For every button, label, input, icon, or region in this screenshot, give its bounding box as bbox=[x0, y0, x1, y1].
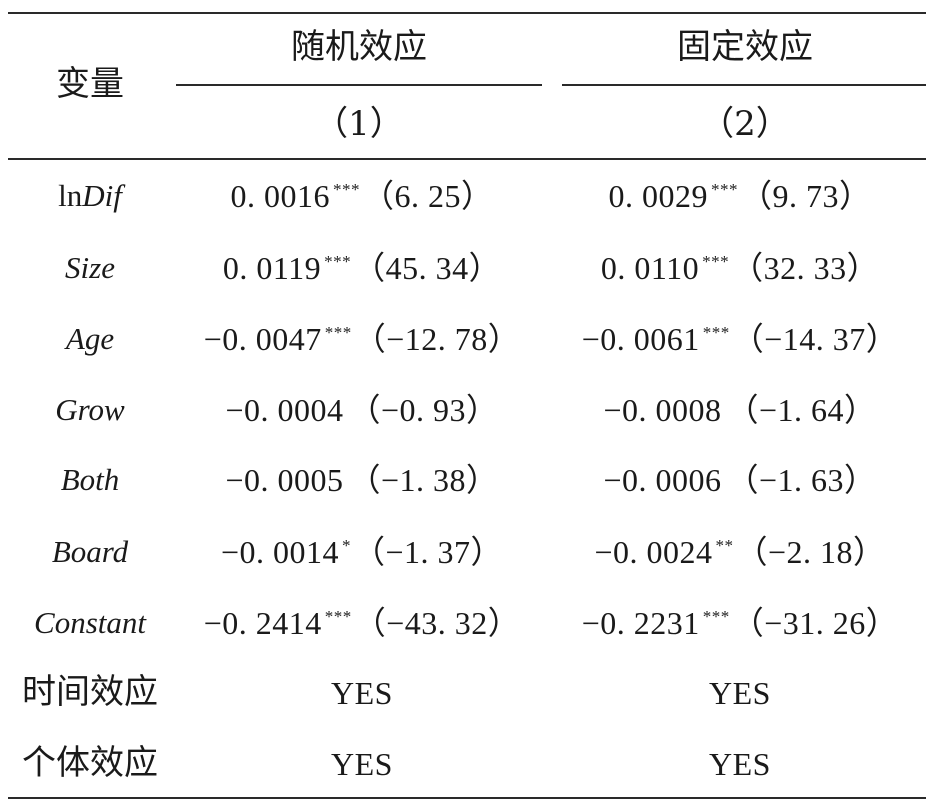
time-effect-col2: YES bbox=[709, 675, 771, 711]
col2-header-rule bbox=[562, 84, 926, 86]
top-rule bbox=[8, 12, 926, 14]
table-row-label: Size bbox=[65, 250, 115, 285]
individual-effect-label: 个体效应 bbox=[22, 743, 158, 783]
table-cell-col1: −0. 0004 （−0. 93） bbox=[225, 392, 499, 428]
table-cell-col2: 0. 0110 ***（32. 33） bbox=[600, 250, 880, 286]
header-col2-number: （2） bbox=[700, 104, 790, 144]
table-cell-col1: −0. 0047 ***（−12. 78） bbox=[203, 321, 521, 357]
table-row-label: Both bbox=[60, 462, 120, 497]
header-random-effects: 随机效应 bbox=[291, 27, 427, 67]
table-cell-col2: −0. 0024 **（−2. 18） bbox=[594, 534, 886, 570]
time-effect-label: 时间效应 bbox=[22, 672, 158, 712]
bottom-rule bbox=[8, 797, 926, 799]
table-cell-col2: −0. 0006 （−1. 63） bbox=[603, 462, 877, 498]
individual-effect-col2: YES bbox=[709, 746, 771, 782]
table-cell-col1: 0. 0119 ***（45. 34） bbox=[222, 250, 502, 286]
table-row-label: Age bbox=[65, 321, 115, 356]
table-cell-col2: 0. 0029 ***（9. 73） bbox=[608, 178, 872, 214]
table-cell-col1: −0. 2414 ***（−43. 32） bbox=[203, 605, 521, 641]
table-cell-col1: −0. 0014 *（−1. 37） bbox=[220, 534, 504, 570]
header-variable-label: 变量 bbox=[56, 64, 124, 104]
table-cell-col2: −0. 0061 ***（−14. 37） bbox=[581, 321, 899, 357]
individual-effect-col1: YES bbox=[331, 746, 393, 782]
header-bottom-rule bbox=[8, 158, 926, 160]
table-row-label: Board bbox=[51, 534, 129, 569]
table-cell-col1: 0. 0016 ***（6. 25） bbox=[230, 178, 494, 214]
table-row-label: Constant bbox=[34, 605, 146, 640]
col1-header-rule bbox=[176, 84, 542, 86]
table-row-label: lnDif bbox=[58, 178, 122, 213]
table-cell-col1: −0. 0005 （−1. 38） bbox=[225, 462, 499, 498]
header-col1-number: （1） bbox=[314, 104, 404, 144]
table-cell-col2: −0. 0008 （−1. 64） bbox=[603, 392, 877, 428]
header-fixed-effects: 固定效应 bbox=[677, 27, 813, 67]
time-effect-col1: YES bbox=[331, 675, 393, 711]
table-row-label: Grow bbox=[55, 392, 125, 427]
table-cell-col2: −0. 2231 ***（−31. 26） bbox=[581, 605, 899, 641]
